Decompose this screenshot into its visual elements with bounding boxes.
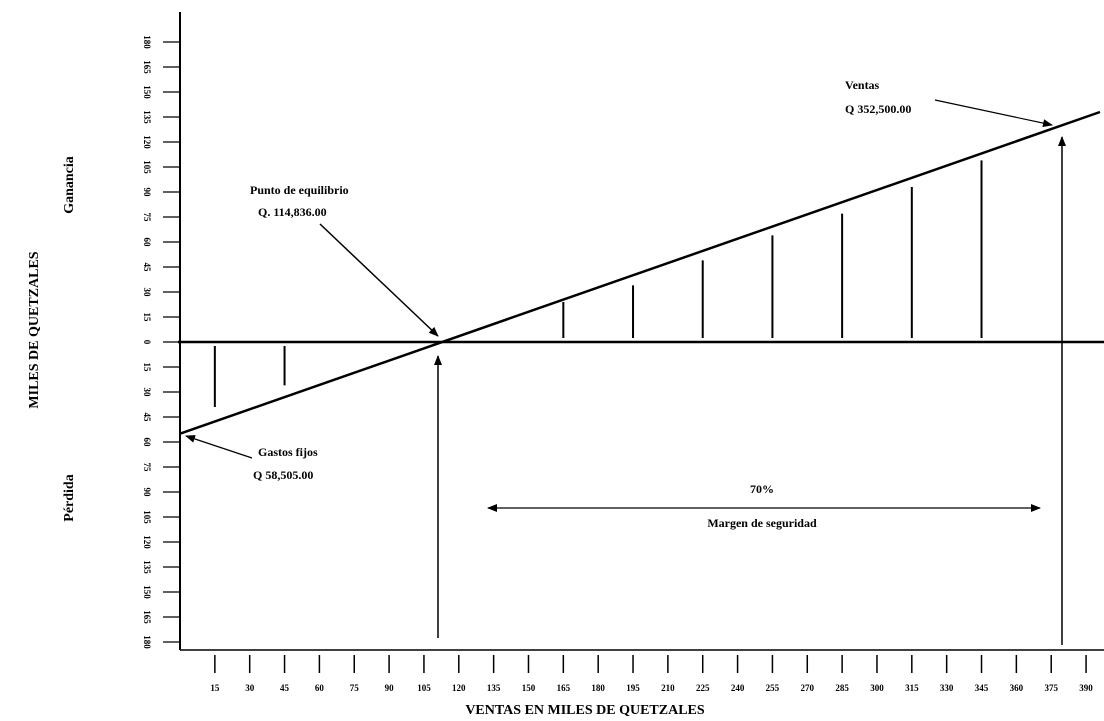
region-label: Ganancia <box>62 156 77 214</box>
x-tick-label: 285 <box>835 683 849 693</box>
y-tick-label: 30 <box>142 388 152 398</box>
y-tick-label: 45 <box>142 263 152 273</box>
y-tick-label: 60 <box>142 438 152 448</box>
annotation-title: Punto de equilibrio <box>250 183 349 197</box>
y-tick-label: 105 <box>142 510 152 524</box>
sales-line <box>179 110 1101 435</box>
x-tick-label: 120 <box>452 683 466 693</box>
y-axis-label: MILES DE QUETZALES <box>27 251 42 408</box>
annotation-arrow <box>934 99 1053 128</box>
x-tick-label: 225 <box>696 683 710 693</box>
x-tick-label: 375 <box>1044 683 1058 693</box>
x-tick-label: 150 <box>522 683 536 693</box>
x-tick-label: 300 <box>870 683 884 693</box>
y-tick-label: 150 <box>142 85 152 99</box>
y-tick-label: 120 <box>142 535 152 549</box>
annotation-amount: Q 352,500.00 <box>845 102 911 116</box>
x-tick-label: 360 <box>1010 683 1024 693</box>
x-tick-label: 240 <box>731 683 745 693</box>
y-tick-label: 90 <box>142 488 152 498</box>
x-tick-label: 195 <box>626 683 640 693</box>
annotation-arrow <box>319 223 439 337</box>
y-tick-label: 0 <box>142 340 152 345</box>
annotation-arrow <box>185 435 253 459</box>
y-tick-label: 165 <box>142 60 152 74</box>
y-tick-label: 60 <box>142 238 152 248</box>
x-tick-label: 315 <box>905 683 919 693</box>
x-tick-label: 15 <box>210 683 220 693</box>
x-tick-label: 105 <box>417 683 431 693</box>
x-tick-label: 60 <box>315 683 325 693</box>
annotation-title: Ventas <box>845 78 880 92</box>
annotation-amount: Q. 114,836.00 <box>258 205 327 219</box>
y-tick-label: 75 <box>142 463 152 473</box>
y-tick-label: 135 <box>142 560 152 574</box>
x-tick-label: 345 <box>975 683 989 693</box>
annotation-amount: 70% <box>750 482 774 496</box>
x-tick-label: 135 <box>487 683 501 693</box>
y-tick-label: 120 <box>142 135 152 149</box>
y-tick-label: 135 <box>142 110 152 124</box>
y-tick-label: 75 <box>142 213 152 223</box>
annotation-title: Gastos fijos <box>258 445 318 459</box>
x-tick-label: 270 <box>801 683 815 693</box>
y-tick-label: 165 <box>142 610 152 624</box>
annotation-amount: Q 58,505.00 <box>253 468 313 482</box>
axes <box>178 12 1104 651</box>
y-tick-label: 180 <box>142 635 152 649</box>
x-tick-label: 180 <box>591 683 605 693</box>
annotation-title: Margen de seguridad <box>707 516 817 530</box>
x-tick-label: 75 <box>350 683 360 693</box>
x-tick-label: 45 <box>280 683 290 693</box>
y-tick-label: 105 <box>142 160 152 174</box>
y-tick-label: 150 <box>142 585 152 599</box>
x-tick-label: 165 <box>557 683 571 693</box>
x-tick-label: 90 <box>385 683 395 693</box>
y-tick-label: 15 <box>142 363 152 373</box>
x-tick-label: 330 <box>940 683 954 693</box>
y-tick-label: 15 <box>142 313 152 323</box>
x-tick-label: 210 <box>661 683 675 693</box>
y-tick-label: 30 <box>142 288 152 298</box>
x-tick-label: 390 <box>1079 683 1093 693</box>
region-label: Pérdida <box>62 474 77 521</box>
y-tick-label: 90 <box>142 188 152 198</box>
x-axis-label: VENTAS EN MILES DE QUETZALES <box>465 703 705 718</box>
x-tick-label: 30 <box>245 683 255 693</box>
y-tick-label: 45 <box>142 413 152 423</box>
x-tick-label: 255 <box>766 683 780 693</box>
y-tick-label: 180 <box>142 35 152 49</box>
